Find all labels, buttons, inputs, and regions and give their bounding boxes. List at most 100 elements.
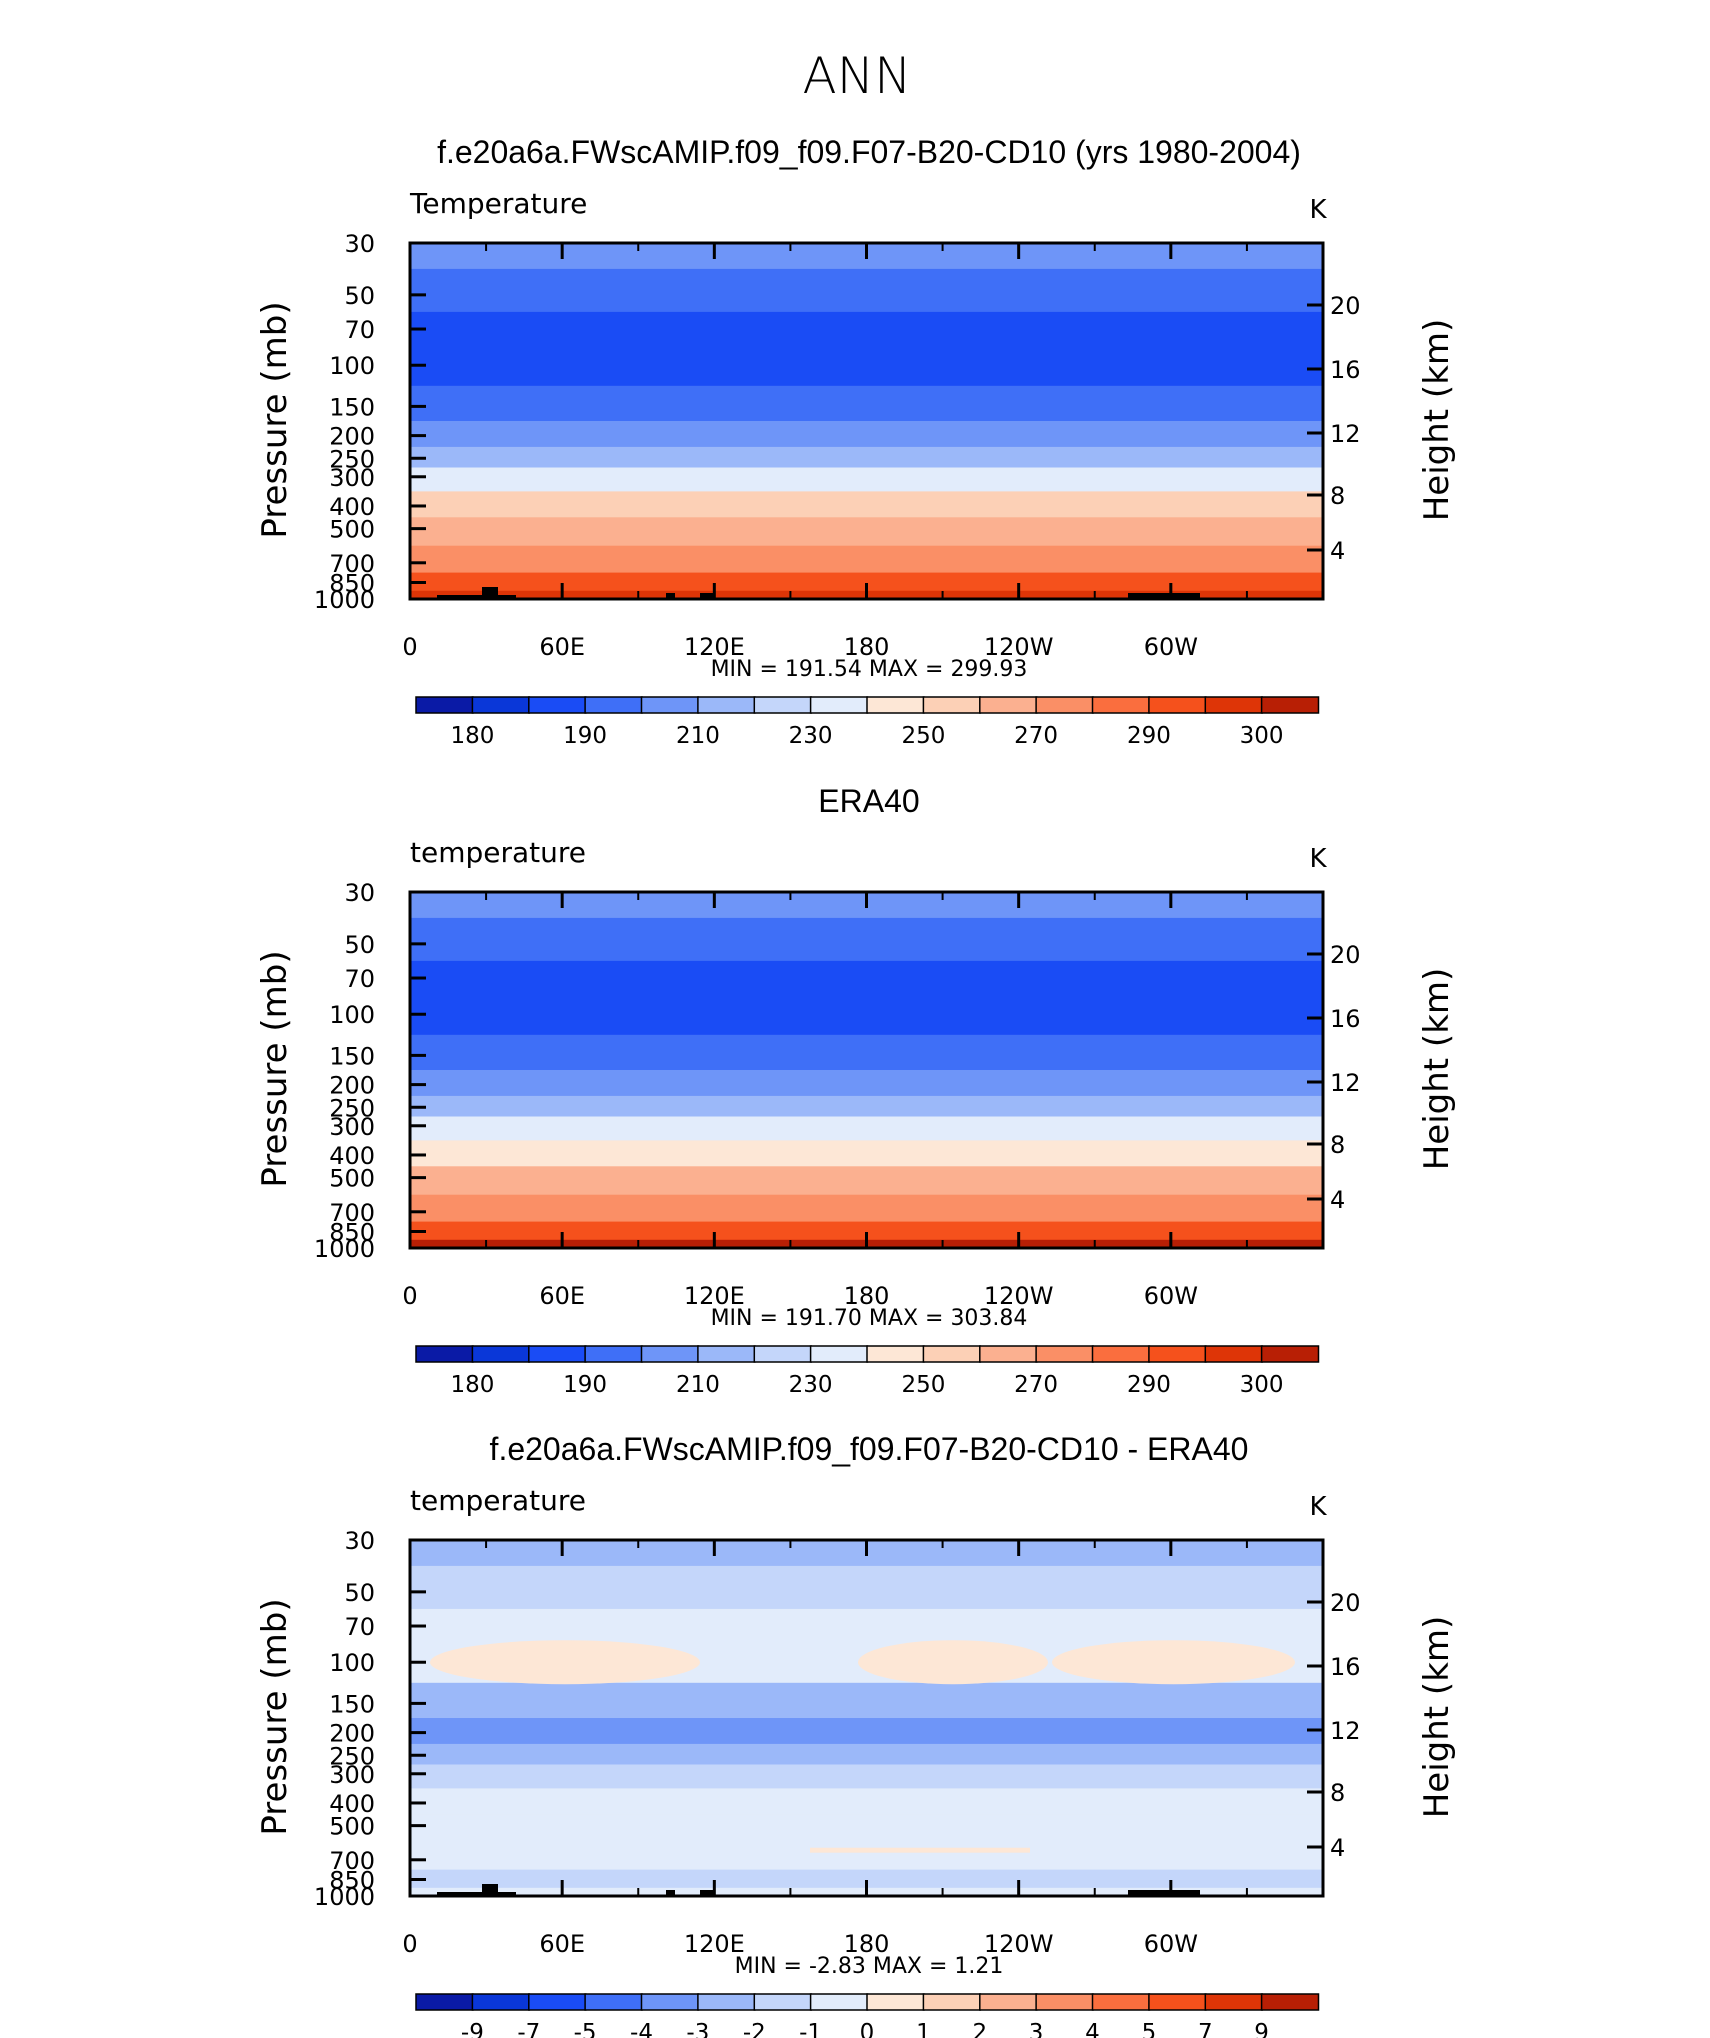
y2-tick-label: 12	[1330, 1069, 1361, 1097]
y2-tick-label: 16	[1330, 356, 1361, 384]
colorbar-box	[640, 696, 700, 714]
contour-band	[410, 1718, 1323, 1745]
colorbar-box	[1091, 1345, 1151, 1363]
x-tick-label: 60E	[539, 1930, 585, 1958]
colorbar-label: -2	[743, 2020, 766, 2038]
y-axis-label: Pressure (mb)	[255, 301, 295, 538]
min-label: MIN	[711, 1306, 753, 1331]
contour-band	[410, 1608, 1323, 1645]
y-tick-label: 30	[344, 230, 375, 258]
y2-tick-label: 4	[1330, 537, 1345, 565]
colorbar-box	[1204, 1993, 1263, 2011]
colorbar-box	[584, 1993, 643, 2011]
left-string: Temperature	[409, 187, 587, 220]
colorbar-label: 270	[1014, 723, 1058, 749]
min-max-stats: MIN = -2.83 MAX = 1.21	[735, 1954, 1004, 1979]
y-tick-label: 100	[329, 1649, 375, 1677]
colorbar-box	[1260, 1993, 1320, 2011]
y-tick-label: 30	[344, 879, 375, 907]
colorbar-box	[922, 696, 982, 714]
topography-mask	[666, 593, 675, 599]
y2-tick-label: 4	[1330, 1834, 1345, 1862]
units-label: K	[1309, 195, 1327, 225]
y2-tick-label: 16	[1330, 1653, 1361, 1681]
x-tick-label: 60W	[1144, 633, 1198, 661]
colorbar-box	[1091, 1993, 1151, 2011]
contour-band	[810, 1847, 1030, 1853]
colorbar-box	[415, 1345, 474, 1363]
contour-band	[410, 1842, 1323, 1871]
y-tick-label: 300	[329, 1761, 375, 1789]
contour-band	[410, 1565, 1323, 1610]
contour-band	[410, 1764, 1323, 1789]
colorbar-label: 190	[563, 723, 607, 749]
colorbar-box	[1260, 1345, 1320, 1363]
contour-band	[410, 268, 1323, 313]
panel-title: f.e20a6a.FWscAMIP.f09_f09.F07-B20-CD10 (…	[437, 134, 1301, 170]
topography-mask	[1128, 593, 1200, 599]
min-value: 191.54	[785, 657, 862, 682]
max-value: 1.21	[954, 1954, 1003, 1979]
contour-band	[410, 1070, 1323, 1097]
left-string: temperature	[410, 1484, 586, 1517]
colorbar-box	[1260, 696, 1320, 714]
contour-band	[410, 1166, 1323, 1196]
left-string: temperature	[410, 836, 586, 869]
units-label: K	[1309, 1492, 1327, 1522]
colorbar-label: 1	[916, 2020, 931, 2038]
colorbar-box	[922, 1345, 982, 1363]
contour-band	[410, 917, 1323, 962]
colorbar-label: 3	[1029, 2020, 1044, 2038]
y-tick-label: 50	[344, 1579, 375, 1607]
x-tick-label: 120W	[984, 1282, 1054, 1310]
colorbar-box	[979, 1345, 1038, 1363]
colorbar-box	[528, 696, 587, 714]
topography-mask	[482, 587, 498, 599]
contour-band	[410, 1194, 1323, 1223]
colorbar-box	[809, 1993, 869, 2011]
colorbar-label: 180	[450, 723, 494, 749]
y-tick-label: 300	[329, 1113, 375, 1141]
colorbar-label: -3	[686, 2020, 709, 2038]
colorbar-box	[1148, 1345, 1207, 1363]
colorbar-box	[1148, 1993, 1207, 2011]
y-tick-label: 100	[329, 352, 375, 380]
y-tick-label: 700	[329, 550, 375, 578]
y-tick-label: 50	[344, 282, 375, 310]
y2-tick-label: 8	[1330, 1131, 1345, 1159]
colorbar-box	[809, 1345, 869, 1363]
colorbar-box	[866, 1993, 925, 2011]
colorbar-box	[753, 1993, 812, 2011]
colorbar-box	[979, 696, 1038, 714]
colorbar-box	[471, 696, 531, 714]
y-tick-label: 200	[329, 423, 375, 451]
contour-band	[410, 1869, 1323, 1889]
y-tick-label: 100	[329, 1001, 375, 1029]
y2-tick-label: 20	[1330, 941, 1361, 969]
contour-band	[410, 1788, 1323, 1815]
colorbar-label: -5	[574, 2020, 597, 2038]
colorbar-box	[1035, 1345, 1094, 1363]
y-tick-label: 200	[329, 1072, 375, 1100]
contour-band	[410, 1034, 1323, 1071]
colorbar-label: 300	[1240, 723, 1284, 749]
y-tick-label: 400	[329, 1142, 375, 1170]
contour-band	[410, 446, 1323, 469]
colorbar-box	[697, 696, 756, 714]
contour-band	[410, 517, 1323, 547]
y-tick-label: 30	[344, 1527, 375, 1555]
colorbar-box	[528, 1345, 587, 1363]
x-tick-label: 60E	[539, 1282, 585, 1310]
topography-mask	[1128, 1890, 1200, 1896]
topography-mask	[437, 1892, 482, 1896]
y-tick-label: 70	[344, 316, 375, 344]
topography-mask	[666, 1890, 675, 1896]
panel-diff: f.e20a6a.FWscAMIP.f09_f09.F07-B20-CD10 -…	[255, 1431, 1457, 2038]
y-tick-label: 250	[329, 1742, 375, 1770]
y-tick-label: 700	[329, 1199, 375, 1227]
contour-band	[410, 1140, 1323, 1167]
y2-axis-label: Height (km)	[1417, 319, 1457, 522]
units-label: K	[1309, 844, 1327, 874]
contour-band	[410, 1814, 1323, 1844]
colorbar-box	[1148, 696, 1207, 714]
